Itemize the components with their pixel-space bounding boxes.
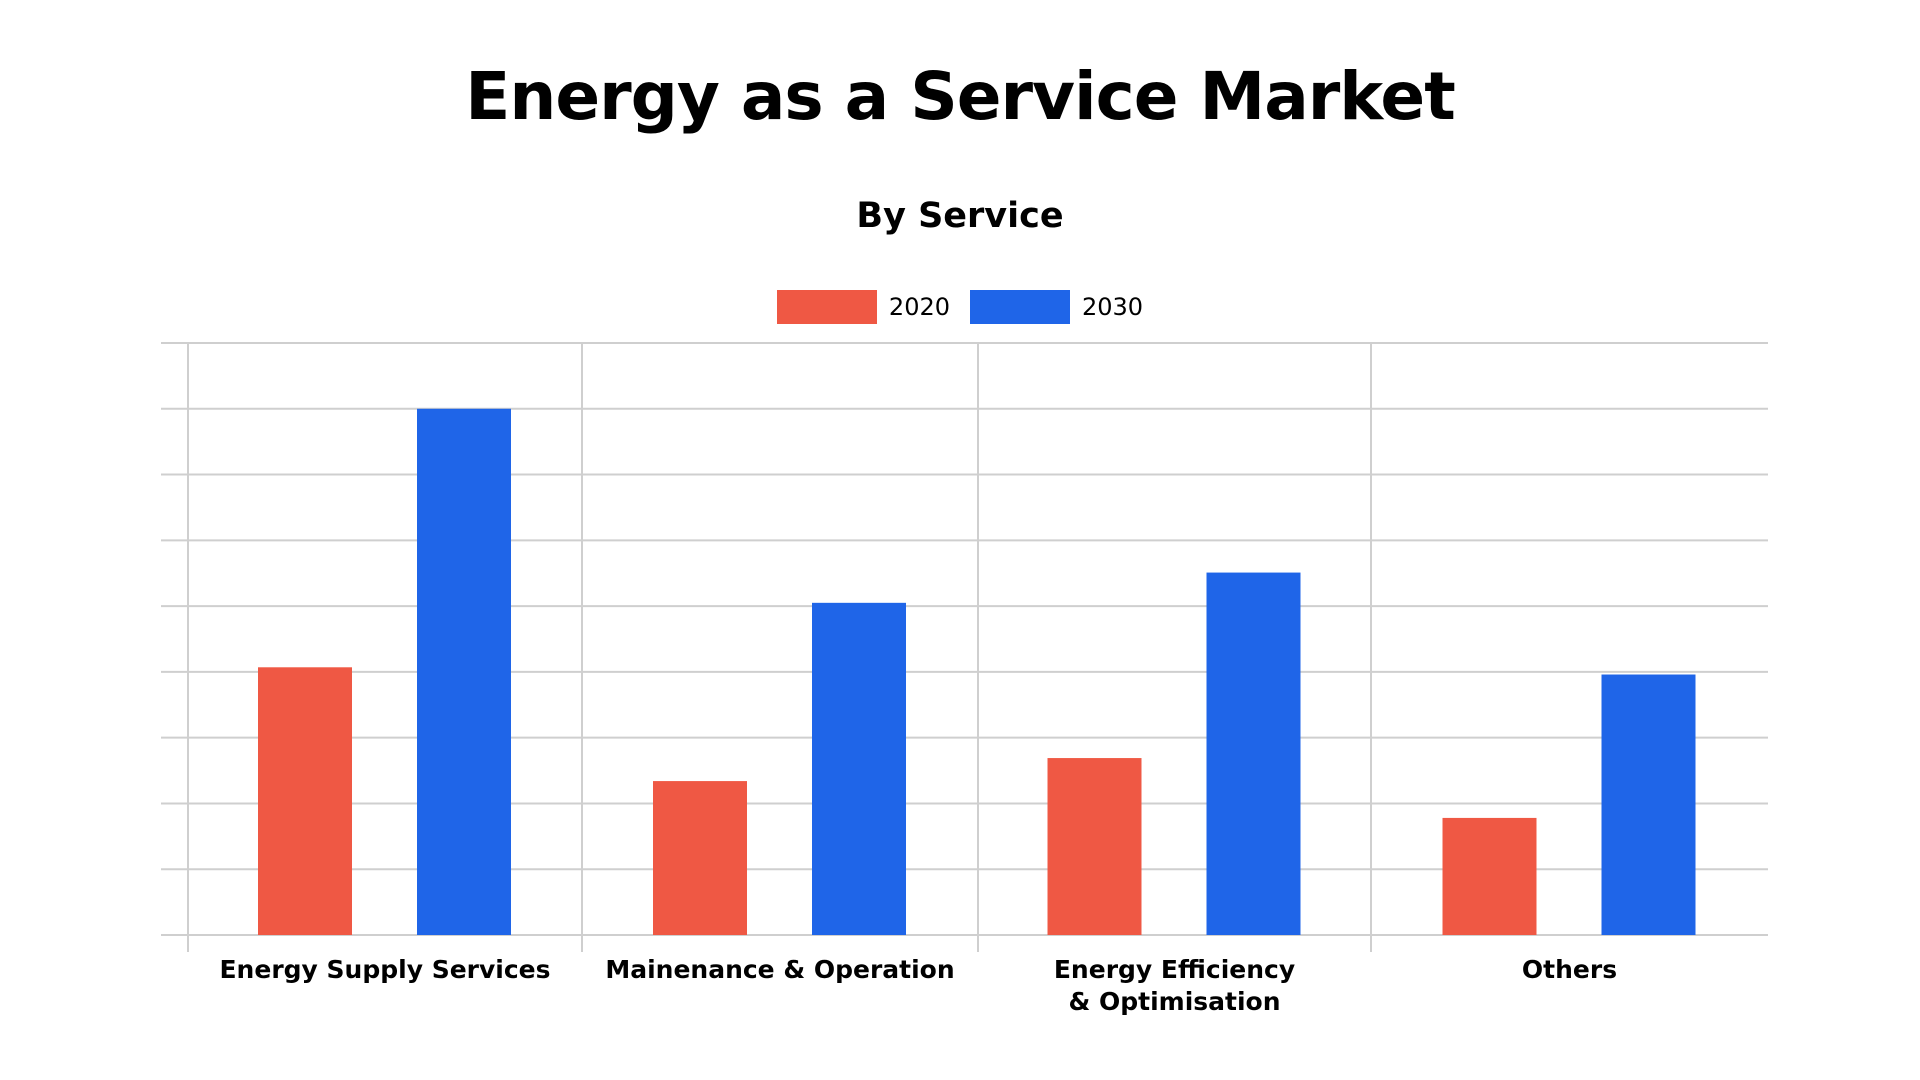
legend-swatch-2020 (776, 290, 877, 324)
bar-2030 (1206, 572, 1301, 935)
category-label: Energy Efficiency (1054, 955, 1295, 984)
legend-label-2020: 2020 (888, 293, 950, 321)
bar-2020 (1047, 758, 1142, 935)
bar-2030 (417, 408, 511, 935)
category-label: Energy Supply Services (219, 955, 550, 984)
bar-2020 (258, 667, 352, 935)
bar-2030 (1601, 674, 1696, 935)
category-label: Mainenance & Operation (605, 955, 954, 984)
chart-subtitle: By Service (856, 196, 1064, 236)
chart-title: Energy as a Service Market (465, 58, 1456, 135)
category-label: & Optimisation (1068, 987, 1280, 1016)
legend-swatch-2030 (970, 290, 1070, 324)
bar-2020 (1442, 817, 1537, 935)
legend-item-2030: 2030 (970, 290, 1143, 324)
legend-item-2020: 2020 (776, 290, 950, 324)
bar-2020 (653, 781, 747, 935)
legend: 2020 2030 (0, 290, 1920, 324)
category-label: Others (1522, 955, 1617, 984)
bar-2030 (812, 602, 906, 935)
legend-label-2030: 2030 (1082, 293, 1144, 321)
